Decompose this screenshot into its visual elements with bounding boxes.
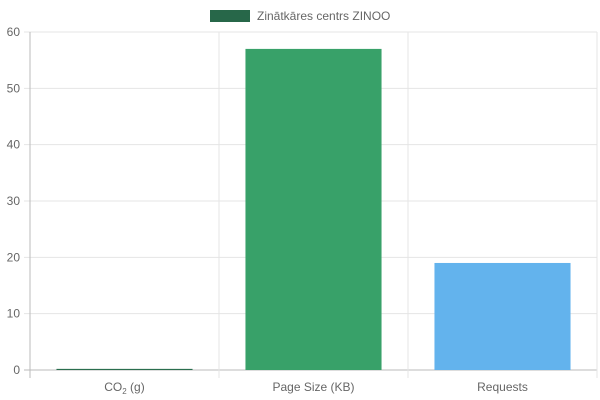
x-tick-label-main: Requests	[477, 380, 528, 394]
y-axis-tick-labels: 0 10 20 30 40 50 60	[7, 25, 21, 377]
y-tick-label: 30	[7, 194, 21, 208]
x-axis-tick-labels: CO2 (g) Page Size (KB) Requests	[104, 380, 528, 396]
y-tick-label: 60	[7, 25, 21, 39]
y-tick-label: 50	[7, 81, 21, 95]
x-tick-label: CO2 (g)	[104, 380, 144, 396]
y-tick-label: 10	[7, 307, 21, 321]
x-tick-label-subscript: 2	[122, 387, 127, 396]
bar[interactable]	[434, 262, 571, 370]
x-tick-label-main: Page Size (KB)	[272, 380, 354, 394]
legend[interactable]: Zinātkāres centrs ZINOO	[210, 9, 390, 23]
y-tick-label: 40	[7, 138, 21, 152]
x-tick-label: Requests	[477, 380, 528, 394]
bar[interactable]	[56, 368, 193, 370]
x-tick-label: Page Size (KB)	[272, 380, 354, 394]
x-tick-label-suffix: (g)	[127, 380, 145, 394]
legend-swatch[interactable]	[210, 10, 250, 22]
x-tick-label-main: CO	[104, 380, 122, 394]
legend-label[interactable]: Zinātkāres centrs ZINOO	[257, 9, 390, 23]
y-tick-label: 20	[7, 250, 21, 264]
bars	[56, 48, 571, 371]
y-tick-label: 0	[13, 363, 20, 377]
bar[interactable]	[245, 48, 382, 371]
